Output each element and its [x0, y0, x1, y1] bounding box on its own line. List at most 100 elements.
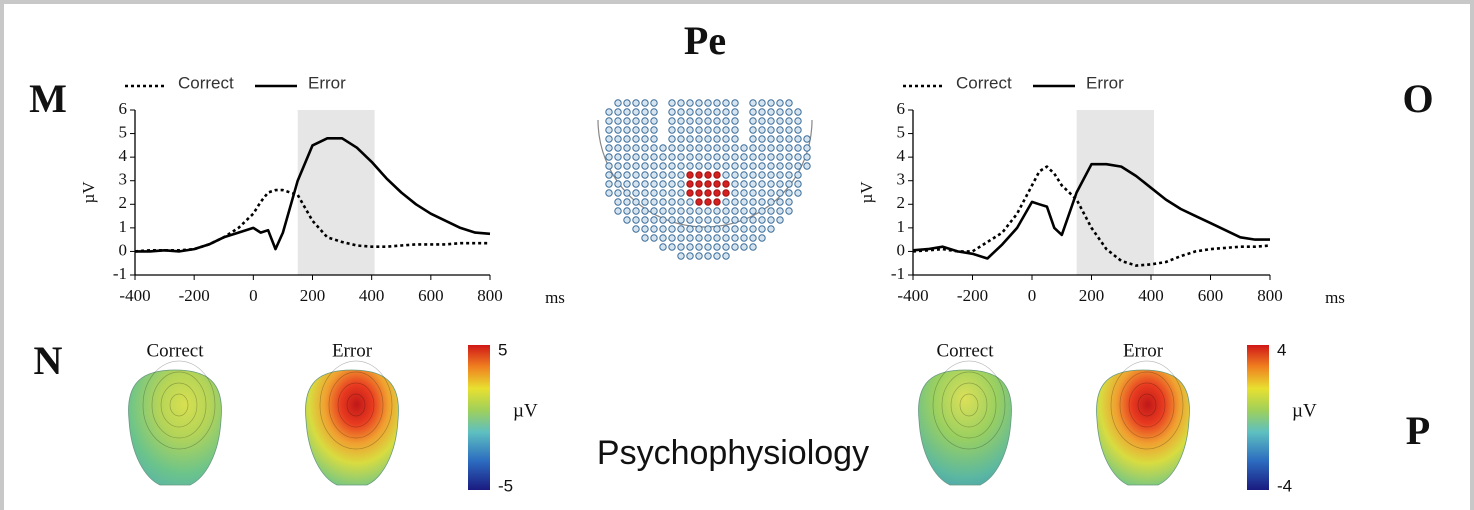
electrode — [642, 109, 648, 115]
electrode — [669, 154, 675, 160]
electrode — [633, 118, 639, 124]
electrode — [669, 226, 675, 232]
electrode — [669, 190, 675, 196]
colorbar-tick-label: 5 — [498, 340, 507, 359]
electrode — [687, 226, 693, 232]
electrode — [678, 253, 684, 259]
electrode — [777, 208, 783, 214]
electrode — [651, 154, 657, 160]
y-tick-label: 1 — [897, 217, 906, 236]
electrode — [615, 199, 621, 205]
y-tick-label: 3 — [119, 170, 128, 189]
electrode — [786, 154, 792, 160]
colorbar-tick-label: -5 — [498, 476, 513, 495]
electrode — [678, 154, 684, 160]
electrode — [651, 199, 657, 205]
electrode — [660, 163, 666, 169]
electrode — [696, 100, 702, 106]
y-tick-label: 4 — [119, 146, 128, 165]
electrode — [705, 154, 711, 160]
electrode — [669, 127, 675, 133]
electrode — [732, 190, 738, 196]
electrode — [651, 226, 657, 232]
x-tick-label: 800 — [1257, 286, 1283, 305]
x-tick-label: 0 — [1028, 286, 1037, 305]
electrode — [759, 172, 765, 178]
electrode — [633, 100, 639, 106]
electrode — [687, 145, 693, 151]
panel-label: P — [1406, 408, 1430, 453]
electrode — [669, 163, 675, 169]
electrode — [651, 208, 657, 214]
electrode — [615, 154, 621, 160]
legend-label: Correct — [178, 73, 234, 92]
electrode — [714, 163, 720, 169]
electrode — [606, 154, 612, 160]
electrode — [606, 163, 612, 169]
electrode — [696, 154, 702, 160]
electrode — [633, 181, 639, 187]
head — [1096, 370, 1189, 485]
electrode — [705, 199, 711, 205]
electrode — [795, 127, 801, 133]
electrode — [750, 127, 756, 133]
electrode — [660, 235, 666, 241]
electrode — [768, 226, 774, 232]
electrode — [714, 145, 720, 151]
electrode — [651, 172, 657, 178]
electrode — [750, 217, 756, 223]
x-tick-label: 600 — [1198, 286, 1224, 305]
x-tick-label: 200 — [300, 286, 326, 305]
electrode — [777, 199, 783, 205]
electrode — [732, 145, 738, 151]
electrode — [786, 199, 792, 205]
electrode — [732, 226, 738, 232]
electrode — [768, 136, 774, 142]
electrode — [714, 244, 720, 250]
x-tick-label: -400 — [897, 286, 928, 305]
y-axis-label: µV — [857, 181, 876, 204]
electrode — [633, 127, 639, 133]
electrode — [696, 172, 702, 178]
highlight-span — [298, 110, 375, 275]
electrode — [777, 190, 783, 196]
electrode — [669, 172, 675, 178]
figure: Pe M N O P Psychophysiology -10123456-40… — [0, 0, 1474, 510]
electrode — [678, 199, 684, 205]
head — [918, 370, 1011, 485]
electrode — [795, 109, 801, 115]
electrode — [642, 145, 648, 151]
electrode — [768, 190, 774, 196]
legend-label: Correct — [956, 73, 1012, 92]
electrode — [678, 172, 684, 178]
electrode — [651, 217, 657, 223]
electrode — [651, 118, 657, 124]
electrode — [624, 109, 630, 115]
x-tick-label: -400 — [119, 286, 150, 305]
electrode — [723, 208, 729, 214]
electrode — [759, 109, 765, 115]
electrode — [759, 100, 765, 106]
head-label: Error — [1123, 340, 1164, 361]
electrode — [768, 208, 774, 214]
electrode — [732, 154, 738, 160]
electrode — [759, 127, 765, 133]
electrode — [678, 163, 684, 169]
electrode — [705, 208, 711, 214]
electrode — [687, 172, 693, 178]
electrode — [795, 163, 801, 169]
electrode — [696, 145, 702, 151]
electrode — [786, 118, 792, 124]
y-tick-label: 0 — [897, 240, 906, 259]
electrode — [777, 217, 783, 223]
electrode — [723, 109, 729, 115]
electrode — [696, 190, 702, 196]
electrode — [642, 127, 648, 133]
electrode — [759, 154, 765, 160]
electrode — [687, 100, 693, 106]
electrode — [795, 190, 801, 196]
y-tick-label: 6 — [897, 99, 906, 118]
electrode — [687, 163, 693, 169]
electrode — [678, 145, 684, 151]
electrode — [804, 136, 810, 142]
